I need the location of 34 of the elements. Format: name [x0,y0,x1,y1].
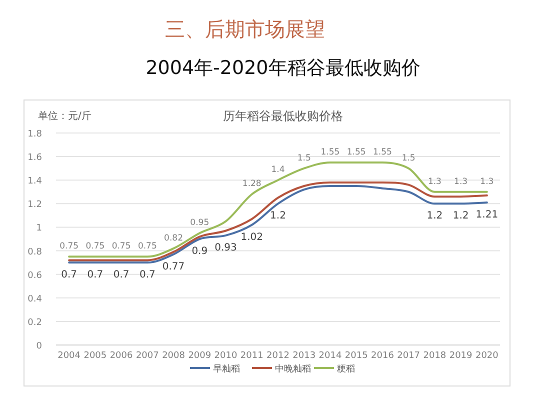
x-tick-label: 2018 [423,351,446,361]
annotation: 三、后期市场展望 [165,17,325,41]
legend-label: 中晚籼稻 [275,364,311,374]
x-tick-label: 2019 [449,351,473,361]
x-tick-label: 2020 [475,351,499,361]
subtitle: 历年稻谷最低收购价格 [223,109,343,123]
y-tick-label: 0 [36,342,42,352]
x-tick-label: 2010 [214,351,238,361]
x-tick-label: 2017 [397,351,420,361]
y-tick-label: 1 [36,224,42,234]
title: 2004年-2020年稻谷最低收购价 [146,57,420,79]
x-tick-label: 2012 [266,351,290,361]
annotation: 单位：元/斤 [38,111,92,122]
y-tick-label: 1.6 [28,153,42,164]
y-tick-label: 0.2 [28,318,42,328]
y-tick-label: 0.4 [28,294,42,304]
y-tick-label: 1.8 [28,130,42,140]
legend-label: 早籼稻 [213,364,240,374]
legend-label: 粳稻 [337,364,355,374]
x-tick-label: 2004 [58,351,81,361]
x-tick-label: 2006 [110,351,134,361]
x-tick-label: 2015 [344,351,368,361]
y-tick-label: 0.8 [28,247,42,258]
x-tick-label: 2007 [136,351,159,361]
x-tick-label: 2013 [292,351,316,361]
y-tick-label: 1.4 [28,176,42,187]
x-tick-label: 2009 [188,351,212,361]
x-tick-label: 2011 [240,351,264,361]
y-tick-label: 0.6 [28,270,42,281]
x-tick-label: 2005 [84,351,107,361]
x-tick-label: 2016 [371,351,394,361]
x-tick-label: 2014 [318,351,342,361]
y-tick-label: 1.2 [28,200,42,210]
x-tick-label: 2008 [162,351,186,361]
